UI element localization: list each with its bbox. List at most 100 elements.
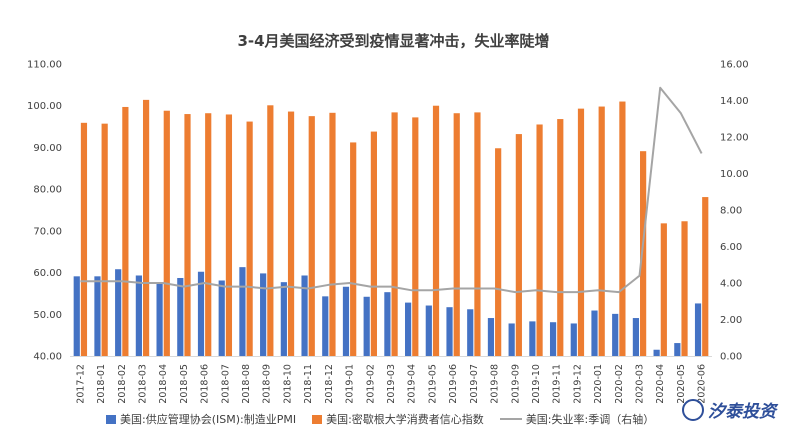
x-tick-label: 2020-05	[676, 364, 687, 404]
x-tick-label: 2019-09	[510, 364, 521, 404]
right-tick-label: 12.00	[720, 133, 749, 144]
legend-label-pmi: 美国:供应管理协会(ISM):制造业PMI	[120, 413, 297, 426]
bar-pmi	[487, 318, 495, 356]
bar-sentiment	[184, 114, 191, 356]
bar-pmi	[674, 343, 681, 356]
legend-label-unemployment: 美国:失业率:季调（右轴）	[525, 413, 655, 426]
chart-title: 3-4月美国经济受到疫情显著冲击，失业率陡增	[237, 32, 550, 50]
bar-sentiment	[453, 113, 460, 356]
left-tick-label: 60.00	[33, 268, 62, 279]
x-tick-label: 2018-11	[303, 364, 314, 404]
x-tick-label: 2018-06	[200, 364, 211, 404]
bar-pmi	[405, 302, 412, 356]
bar-sentiment	[122, 106, 129, 356]
bar-pmi	[301, 275, 308, 356]
bar-sentiment	[702, 197, 709, 356]
legend-label-sentiment: 美国:密歇根大学消费者信心指数	[326, 413, 484, 426]
x-tick-label: 2019-12	[572, 364, 583, 404]
x-tick-label: 2019-02	[365, 364, 376, 404]
bar-sentiment	[640, 151, 647, 356]
right-tick-label: 2.00	[720, 315, 742, 326]
bar-sentiment	[577, 108, 585, 357]
x-tick-label: 2017-12	[75, 364, 86, 404]
bar-sentiment	[412, 117, 419, 356]
line-unemployment	[80, 86, 703, 294]
x-tick-label: 2018-07	[220, 364, 231, 404]
x-tick-label: 2020-06	[697, 364, 708, 404]
line-series	[80, 86, 703, 294]
x-tick-label: 2019-06	[448, 364, 459, 404]
x-tick-label: 2018-09	[262, 364, 273, 404]
legend-item-unemployment: 美国:失业率:季调（右轴）	[499, 411, 655, 427]
right-tick-label: 8.00	[720, 206, 742, 217]
bar-sentiment	[80, 122, 88, 357]
bar-pmi	[239, 267, 246, 356]
bar-sentiment	[101, 123, 108, 356]
left-tick-label: 110.00	[27, 60, 62, 71]
right-tick-label: 10.00	[720, 169, 749, 180]
bar-pmi	[94, 276, 101, 356]
bar-sentiment	[308, 116, 315, 357]
bar-sentiment	[142, 99, 150, 357]
legend-swatch-pmi	[106, 414, 116, 424]
x-tick-label: 2020-02	[614, 364, 625, 404]
bar-sentiment	[474, 112, 481, 356]
bar-pmi	[115, 269, 122, 356]
tick-labels: 110.00 100.00 90.00 80.00 70.00 60.00 50.00 40.…	[27, 60, 749, 404]
bar-pmi	[446, 307, 453, 356]
bar-sentiment	[432, 105, 440, 356]
x-tick-label: 2019-07	[469, 364, 480, 404]
x-tick-label: 2018-08	[241, 364, 252, 404]
right-tick-label: 0.00	[720, 352, 742, 363]
x-tick-label: 2020-03	[635, 364, 646, 404]
x-tick-label: 2019-03	[386, 364, 397, 404]
bar-pmi	[529, 321, 536, 356]
right-tick-label: 4.00	[720, 279, 742, 290]
x-tick-label: 2018-02	[117, 364, 128, 404]
bar-pmi	[549, 322, 557, 356]
left-tick-label: 90.00	[33, 143, 62, 154]
bar-pmi	[197, 271, 205, 356]
bars	[73, 99, 709, 357]
x-tick-label: 2020-01	[593, 364, 604, 404]
x-tick-label: 2019-11	[552, 364, 563, 404]
swirl-logo-icon	[682, 398, 704, 421]
x-tick-label: 2019-10	[531, 364, 542, 404]
watermark-text: 汐泰投资	[708, 402, 776, 422]
bar-sentiment	[370, 131, 377, 356]
x-tick-label: 2018-04	[158, 364, 169, 404]
bar-sentiment	[495, 148, 502, 356]
bar-pmi	[694, 303, 702, 356]
x-tick-label: 2018-05	[179, 364, 190, 404]
bar-sentiment	[391, 112, 398, 356]
legend-item-sentiment: 美国:密歇根大学消费者信心指数	[312, 411, 484, 427]
bar-pmi	[177, 277, 184, 356]
legend-swatch-unemployment	[499, 418, 522, 420]
bar-pmi	[612, 313, 619, 356]
x-tick-label: 2018-01	[96, 364, 107, 404]
bar-sentiment	[329, 112, 336, 356]
bar-sentiment	[287, 111, 295, 356]
left-tick-label: 70.00	[33, 226, 62, 237]
x-tick-label: 2019-08	[490, 364, 501, 404]
x-tick-label: 2019-05	[427, 364, 438, 404]
bar-pmi	[218, 280, 225, 356]
x-tick-label: 2018-03	[137, 364, 148, 404]
left-tick-label: 50.00	[33, 310, 62, 321]
left-tick-label: 40.00	[33, 352, 62, 363]
bar-pmi	[508, 323, 515, 356]
bar-sentiment	[536, 124, 543, 356]
bar-sentiment	[246, 121, 253, 357]
right-tick-label: 6.00	[720, 242, 742, 253]
bar-sentiment	[660, 223, 667, 356]
bar-pmi	[322, 296, 329, 356]
watermark: 汐泰投资	[682, 397, 776, 422]
bar-pmi	[467, 309, 474, 356]
bar-pmi	[260, 273, 267, 356]
bar-sentiment	[163, 110, 170, 356]
x-tick-label: 2020-04	[655, 364, 666, 404]
bar-sentiment	[350, 142, 357, 356]
bar-sentiment	[598, 106, 605, 356]
bar-pmi	[363, 296, 370, 356]
x-tick-label: 2018-10	[282, 364, 293, 404]
